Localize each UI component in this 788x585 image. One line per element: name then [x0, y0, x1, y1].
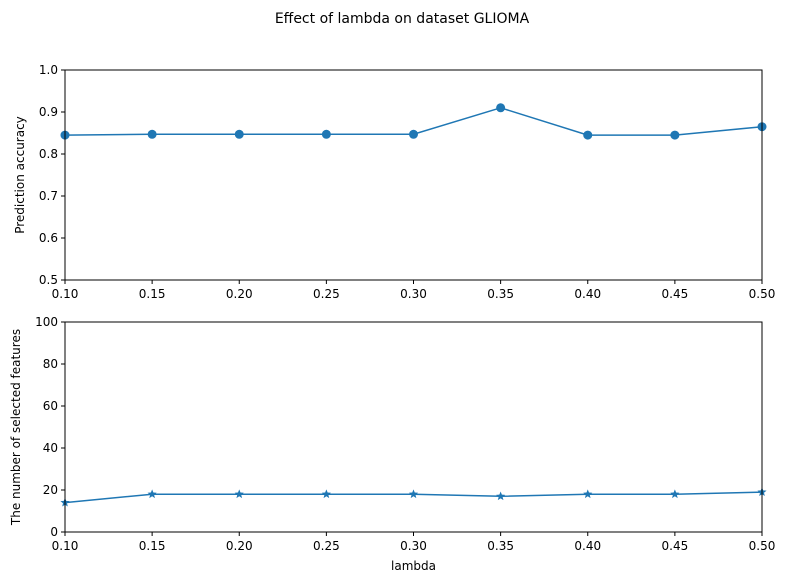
features-point	[670, 489, 680, 499]
features-point	[147, 489, 157, 499]
accuracy-point	[409, 129, 418, 139]
features-xtick-label: 0.35	[487, 539, 514, 553]
features-point	[234, 489, 244, 499]
features-xlabel: lambda	[391, 559, 436, 573]
accuracy-point	[583, 130, 593, 140]
features-xtick-label: 0.25	[313, 539, 340, 553]
features-axes-frame	[64, 321, 763, 533]
accuracy-axes-frame	[64, 69, 763, 281]
accuracy-ytick-label: 0.6	[39, 231, 58, 245]
features-ytick-label: 60	[43, 399, 58, 413]
accuracy-xtick-label: 0.40	[574, 287, 601, 301]
accuracy-xtick-label: 0.30	[400, 287, 427, 301]
features-subplot: 0.10 0.15 0.20 0.25 0.30 0.35 0.40 0.45 0.50 0 20 4…	[9, 315, 775, 573]
accuracy-ytick-label: 0.9	[39, 105, 58, 119]
features-xtick-label: 0.15	[139, 539, 166, 553]
features-xtick-label: 0.30	[400, 539, 427, 553]
features-ytick-label: 100	[35, 315, 58, 329]
features-ytick-label: 80	[43, 357, 58, 371]
accuracy-xtick-label: 0.45	[662, 287, 689, 301]
accuracy-ylabel: Prediction accuracy	[13, 116, 27, 234]
features-ylabel: The number of selected features	[9, 329, 23, 526]
accuracy-xtick-label: 0.20	[226, 287, 253, 301]
features-point	[321, 489, 331, 499]
features-point	[408, 489, 419, 499]
features-ytick-label: 20	[43, 483, 58, 497]
features-ytick-label: 40	[43, 441, 58, 455]
accuracy-point	[321, 129, 331, 139]
accuracy-ytick-label: 0.7	[39, 189, 58, 203]
accuracy-xtick-label: 0.35	[487, 287, 514, 301]
accuracy-point	[147, 129, 157, 139]
accuracy-point	[496, 103, 506, 113]
accuracy-point	[234, 129, 244, 139]
accuracy-subplot: 0.10 0.15 0.20 0.25 0.30 0.35 0.40 0.45 0.50 0.5 0…	[13, 63, 775, 301]
chart-title: Effect of lambda on dataset GLIOMA	[275, 11, 530, 27]
features-xtick-label: 0.10	[52, 539, 79, 553]
features-point	[496, 491, 506, 501]
accuracy-ytick-label: 0.8	[39, 147, 58, 161]
features-xtick-label: 0.45	[662, 539, 689, 553]
features-point	[583, 489, 593, 499]
accuracy-xtick-label: 0.10	[52, 287, 79, 301]
features-xtick-label: 0.40	[574, 539, 601, 553]
accuracy-ytick-label: 1.0	[39, 63, 58, 77]
accuracy-point	[670, 130, 680, 140]
accuracy-xtick-label: 0.50	[749, 287, 776, 301]
accuracy-xtick-label: 0.25	[313, 287, 340, 301]
features-ytick-label: 0	[50, 525, 58, 539]
features-xtick-label: 0.50	[749, 539, 776, 553]
accuracy-ytick-label: 0.5	[39, 273, 58, 287]
accuracy-xtick-label: 0.15	[139, 287, 166, 301]
features-xtick-label: 0.20	[226, 539, 253, 553]
